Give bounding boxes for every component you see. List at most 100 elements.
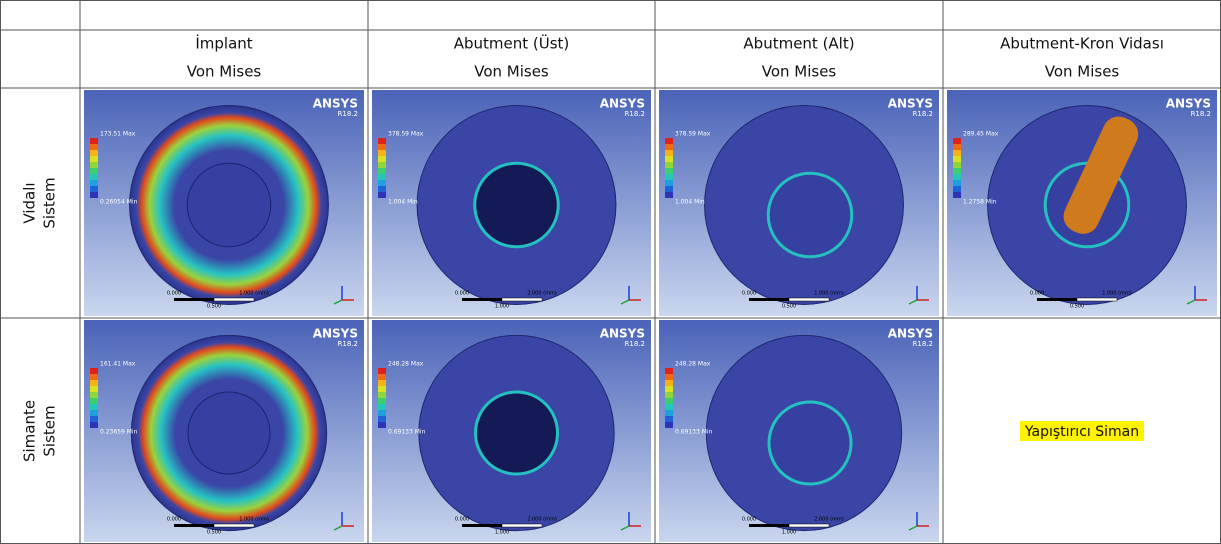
version: R18.2 — [625, 110, 645, 118]
legend-band — [90, 404, 98, 410]
legend-band — [665, 374, 673, 380]
legend-min: 1.004 Min — [388, 199, 418, 206]
legend-band — [665, 192, 673, 198]
scale-bar — [1037, 298, 1077, 301]
legend-max: 173.51 Max — [100, 131, 136, 138]
version: R18.2 — [913, 340, 933, 348]
legend-band — [378, 192, 386, 198]
legend-band — [665, 398, 673, 404]
legend-band — [378, 392, 386, 398]
scale-bar — [174, 298, 214, 301]
scale-label: 0.500 — [207, 304, 221, 310]
legend-band — [90, 192, 98, 198]
note: Yapıştırıcı Siman — [1024, 424, 1139, 440]
legend-band — [665, 416, 673, 422]
legend-band — [90, 168, 98, 174]
column-subheader: Von Mises — [474, 63, 549, 81]
page: {"table": { "columns": [ {"name": "İmpla… — [0, 0, 1221, 544]
legend-band — [953, 192, 961, 198]
column-header: Abutment-Kron Vidası — [1000, 35, 1164, 53]
scale-bar — [214, 524, 254, 527]
scale-label: 1.000 — [495, 304, 509, 310]
scale-label: 0.000 — [455, 291, 469, 297]
version: R18.2 — [625, 340, 645, 348]
scale-label: 2.000 (mm) — [814, 517, 844, 523]
brand: ANSYS — [313, 97, 358, 111]
model-inner — [188, 392, 270, 474]
scale-label: 0.500 — [1070, 304, 1084, 310]
legend-band — [378, 162, 386, 168]
row-label: Sistem — [41, 177, 59, 228]
legend-min: 0.26054 Min — [100, 199, 138, 206]
version: R18.2 — [913, 110, 933, 118]
legend-band — [378, 138, 386, 144]
legend-band — [665, 162, 673, 168]
legend-max: 248.28 Max — [388, 361, 424, 368]
legend-band — [953, 156, 961, 162]
scale-label: 0.000 — [455, 517, 469, 523]
legend-band — [90, 144, 98, 150]
legend-band — [378, 168, 386, 174]
scale-bar — [502, 298, 542, 301]
legend-band — [665, 422, 673, 428]
fea-panel: ANSYSR18.2161.41 Max0.23659 Min0.0001.00… — [84, 320, 364, 542]
legend-band — [378, 374, 386, 380]
fea-panel: ANSYSR18.2248.28 Max0.69133 Min0.0002.00… — [659, 320, 939, 542]
legend-band — [378, 404, 386, 410]
brand: ANSYS — [888, 97, 933, 111]
legend-max: 161.41 Max — [100, 361, 136, 368]
legend-band — [378, 380, 386, 386]
brand: ANSYS — [313, 327, 358, 341]
scale-bar — [749, 298, 789, 301]
legend-band — [90, 422, 98, 428]
legend-band — [665, 380, 673, 386]
scale-label: 1.000 — [495, 530, 509, 536]
legend-band — [90, 416, 98, 422]
legend-band — [665, 386, 673, 392]
note-group: Yapıştırıcı Siman — [1020, 421, 1144, 441]
scale-label: 0.500 — [207, 530, 221, 536]
legend-band — [953, 150, 961, 156]
legend-band — [665, 392, 673, 398]
legend-band — [378, 156, 386, 162]
scale-label: 0.000 — [167, 291, 181, 297]
legend-min: 1.004 Min — [675, 199, 705, 206]
scale-bar — [462, 524, 502, 527]
legend-band — [665, 368, 673, 374]
column-subheader: Von Mises — [1045, 63, 1120, 81]
scale-bar — [789, 524, 829, 527]
legend-band — [665, 180, 673, 186]
legend-band — [378, 422, 386, 428]
legend-band — [953, 186, 961, 192]
legend-band — [90, 380, 98, 386]
brand: ANSYS — [888, 327, 933, 341]
legend-max: 248.28 Max — [675, 361, 711, 368]
legend-band — [378, 410, 386, 416]
legend-min: 1.2758 Min — [963, 199, 997, 206]
legend-min: 0.69133 Min — [675, 429, 713, 436]
legend-band — [953, 168, 961, 174]
legend-band — [90, 392, 98, 398]
model-inner — [768, 173, 852, 257]
legend-band — [378, 186, 386, 192]
legend-band — [378, 416, 386, 422]
legend-max: 289.45 Max — [963, 131, 999, 138]
legend-band — [90, 156, 98, 162]
legend-band — [90, 410, 98, 416]
legend-max: 378.59 Max — [675, 131, 711, 138]
legend-band — [953, 138, 961, 144]
legend-band — [665, 410, 673, 416]
legend-min: 0.69133 Min — [388, 429, 426, 436]
row-label: Sistem — [41, 405, 59, 456]
legend-band — [378, 398, 386, 404]
scale-bar — [214, 298, 254, 301]
legend-band — [90, 162, 98, 168]
legend-band — [665, 186, 673, 192]
model-inner — [475, 163, 559, 247]
column-subheader: Von Mises — [187, 63, 262, 81]
scale-bar — [174, 524, 214, 527]
